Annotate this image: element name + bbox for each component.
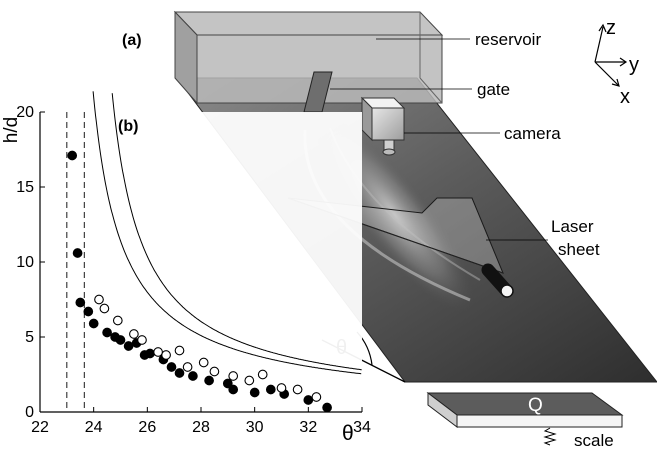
filled-point-6 [102, 327, 112, 338]
camera [360, 96, 406, 156]
fit-curves [66, 91, 362, 412]
open-point-16 [292, 384, 303, 395]
open-point-10 [198, 357, 209, 368]
x-tick-label-34: 34 [353, 419, 371, 436]
x-axis-title: θ [342, 422, 354, 445]
axis-x-label: x [620, 86, 630, 108]
axis-y-label: y [629, 54, 639, 76]
chart-axes: 22 24 26 28 30 32 34 0 5 10 15 20 θ h/d [1, 104, 371, 445]
filled-point-17 [204, 375, 214, 386]
y-tick-label-20: 20 [16, 104, 34, 121]
scale-q-label: Q [528, 395, 543, 416]
open-point-12 [228, 371, 239, 381]
laser-label: Laser [551, 217, 594, 236]
coordinate-axes [594, 23, 628, 87]
filled-point-20 [249, 387, 260, 398]
open-point-13 [244, 375, 255, 386]
filled-point-24 [322, 402, 332, 413]
filled-point-2 [72, 248, 83, 258]
fit-curve-1 [92, 91, 362, 375]
x-tick-label-28: 28 [192, 419, 210, 436]
axis-z-label: z [606, 17, 616, 39]
laser-device [481, 263, 514, 298]
open-point-3 [112, 315, 123, 326]
open-point-15 [276, 383, 287, 393]
open-point-17 [311, 392, 322, 402]
x-tick-label-24: 24 [85, 419, 103, 436]
filled-point-23 [303, 395, 314, 405]
filled-point-9 [123, 341, 134, 351]
reservoir-label: reservoir [475, 30, 541, 49]
open-point-8 [174, 345, 185, 356]
leader-lines [330, 38, 548, 241]
panel-label-a: (a) [122, 32, 142, 49]
filled-point-12 [145, 348, 155, 359]
x-tick-label-22: 22 [31, 419, 49, 436]
filled-point-4 [83, 306, 94, 317]
fit-curve-2 [111, 93, 362, 371]
filled-point-16 [188, 371, 198, 381]
filled-point-3 [75, 297, 86, 308]
x-tick-label-26: 26 [138, 419, 156, 436]
gate-label: gate [477, 80, 510, 99]
sheet-label: sheet [558, 240, 600, 259]
scale-label: scale [574, 431, 614, 450]
x-tick-label-30: 30 [246, 419, 264, 436]
filled-point-1 [67, 150, 78, 161]
panel-label-b: (b) [118, 118, 138, 135]
y-tick-label-0: 0 [25, 404, 34, 421]
open-point-7 [161, 350, 171, 360]
open-point-2 [99, 303, 110, 314]
open-point-5 [137, 335, 147, 345]
filled-point-18 [222, 378, 233, 389]
data-points [67, 150, 332, 413]
y-tick-label-15: 15 [16, 179, 34, 196]
filled-point-5 [88, 318, 99, 329]
y-tick-label-5: 5 [25, 329, 34, 346]
open-point-9 [182, 362, 193, 372]
filled-point-8 [115, 335, 126, 345]
scale [426, 391, 624, 446]
chart-panel: 22 24 26 28 30 32 34 0 5 10 15 20 θ h/d (b) [1, 91, 371, 445]
open-point-4 [129, 329, 139, 339]
filled-point-19 [228, 384, 239, 395]
filled-point-14 [166, 362, 177, 372]
filled-point-15 [174, 368, 185, 378]
open-point-14 [257, 369, 268, 380]
camera-label: camera [504, 124, 561, 143]
y-axis-title: h/d [1, 117, 22, 143]
open-point-6 [153, 347, 163, 357]
x-tick-label-32: 32 [299, 419, 317, 436]
open-point-1 [94, 294, 104, 305]
open-point-11 [209, 366, 220, 377]
spring-icon [543, 427, 557, 446]
y-tick-label-10: 10 [16, 254, 34, 271]
reservoir [173, 10, 444, 105]
filled-point-21 [265, 384, 276, 395]
